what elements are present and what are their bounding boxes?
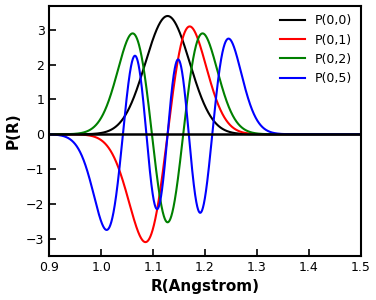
Line: P(0,1): P(0,1) xyxy=(39,26,371,242)
P(0,5) xyxy=(368,133,373,136)
P(0,1) xyxy=(37,133,41,136)
P(0,0) xyxy=(236,132,240,135)
P(0,5) xyxy=(37,133,41,136)
P(0,2) xyxy=(37,133,41,136)
P(0,0) xyxy=(97,131,102,135)
Line: P(0,0): P(0,0) xyxy=(39,16,371,134)
Line: P(0,2): P(0,2) xyxy=(39,33,371,222)
P(0,2) xyxy=(97,119,102,123)
P(0,2) xyxy=(236,122,240,126)
P(0,5) xyxy=(164,152,168,155)
P(0,2) xyxy=(165,220,170,224)
P(0,2) xyxy=(285,133,289,136)
P(0,0) xyxy=(164,15,168,18)
P(0,1) xyxy=(187,25,192,28)
P(0,1) xyxy=(97,137,102,141)
P(0,5) xyxy=(236,59,240,63)
P(0,2) xyxy=(310,133,314,136)
P(0,0) xyxy=(368,133,373,136)
Line: P(0,5): P(0,5) xyxy=(39,39,371,230)
P(0,5) xyxy=(310,133,314,136)
P(0,2) xyxy=(253,131,257,135)
X-axis label: R(Angstrom): R(Angstrom) xyxy=(150,279,259,294)
P(0,0) xyxy=(165,14,170,18)
P(0,5) xyxy=(105,228,109,232)
P(0,5) xyxy=(97,214,102,217)
P(0,5) xyxy=(253,115,257,118)
P(0,1) xyxy=(236,129,240,133)
Y-axis label: P(R): P(R) xyxy=(6,112,21,149)
P(0,0) xyxy=(284,133,289,136)
P(0,2) xyxy=(368,133,373,136)
P(0,5) xyxy=(285,132,289,136)
P(0,1) xyxy=(368,133,373,136)
P(0,1) xyxy=(310,133,314,136)
P(0,0) xyxy=(310,133,314,136)
P(0,2) xyxy=(164,219,168,223)
P(0,1) xyxy=(253,132,257,136)
P(0,0) xyxy=(37,133,41,136)
P(0,0) xyxy=(253,132,257,136)
P(0,1) xyxy=(285,133,289,136)
P(0,1) xyxy=(164,146,168,150)
P(0,1) xyxy=(143,240,148,244)
P(0,5) xyxy=(226,37,231,40)
Legend: P(0,0), P(0,1), P(0,2), P(0,5): P(0,0), P(0,1), P(0,2), P(0,5) xyxy=(274,9,357,90)
P(0,2) xyxy=(200,32,205,35)
